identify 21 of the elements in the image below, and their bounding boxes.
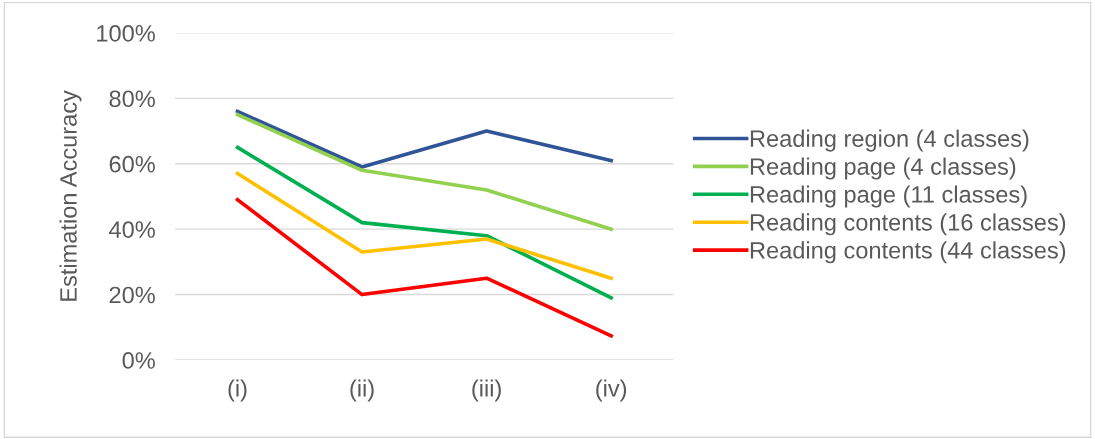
line-series	[235, 197, 613, 338]
line-series	[235, 145, 613, 300]
y-axis-title: Estimation Accuracy	[59, 90, 82, 301]
legend-label: Reading contents (16 classes)	[750, 213, 1066, 236]
y-tick-label: 0%	[122, 352, 155, 369]
y-tick-label: 60%	[109, 155, 155, 173]
line-series	[235, 112, 613, 231]
legend-label: Reading page (11 classes)	[750, 185, 1027, 208]
line-series	[235, 171, 613, 281]
x-tick-label: (ii)	[350, 379, 374, 402]
y-tick-label: 100%	[97, 24, 155, 42]
y-tick-label: 20%	[109, 286, 155, 304]
y-tick-label: 40%	[109, 221, 155, 238]
legend-label: Reading contents (44 classes)	[750, 241, 1066, 264]
x-tick-label: (iv)	[596, 379, 627, 402]
line-series	[235, 109, 613, 169]
x-tick-label: (i)	[228, 379, 247, 402]
legend-label: Reading region (4 classes)	[750, 129, 1029, 152]
y-tick-label: 80%	[109, 90, 155, 108]
x-tick-label: (iii)	[472, 379, 501, 402]
legend-label: Reading page (4 classes)	[750, 157, 1016, 180]
